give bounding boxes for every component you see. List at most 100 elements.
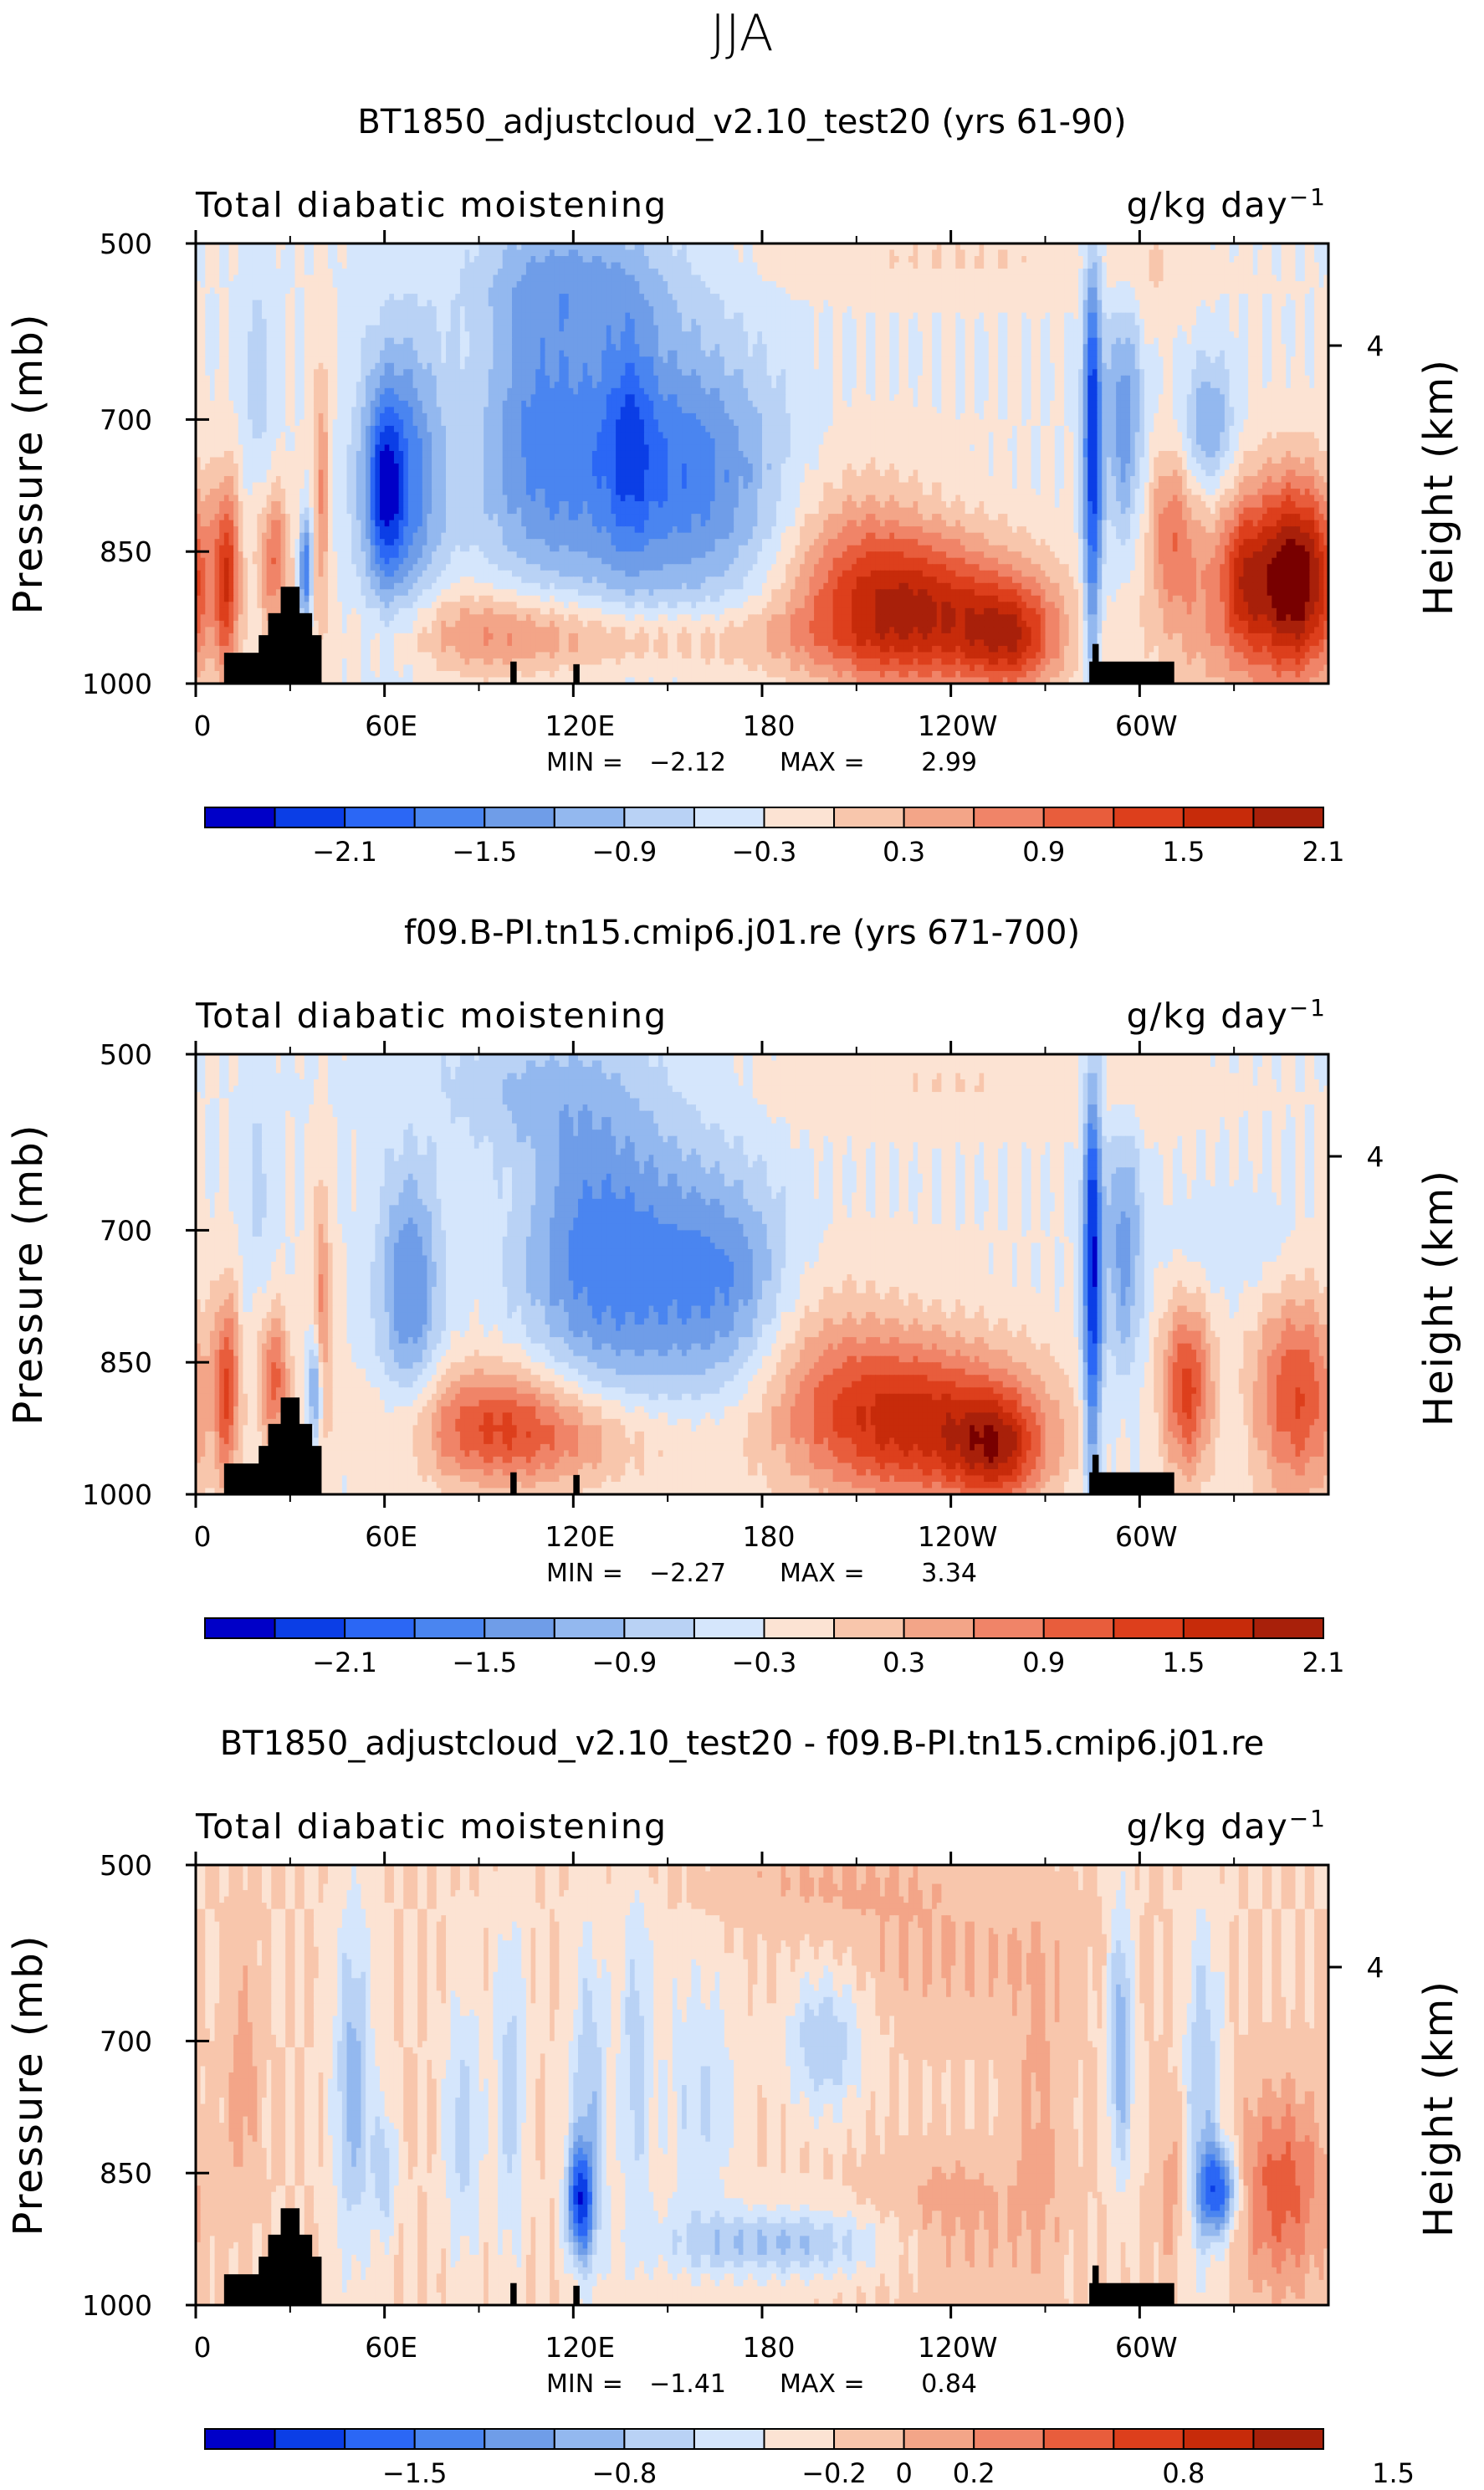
heatmap-cell [507,344,513,351]
heatmap-cell [478,344,484,351]
heatmap-cell [1082,269,1088,276]
heatmap-cell [1134,269,1140,276]
heatmap-cell [209,294,216,301]
heatmap-cell [280,350,286,357]
heatmap-cell [691,274,697,282]
heatmap-cell [568,350,574,357]
heatmap-cell [946,356,952,364]
heatmap-cell [1102,269,1108,276]
heatmap-cell [1059,287,1065,295]
heatmap-cell [814,243,820,251]
heatmap-cell [1186,344,1192,351]
heatmap-cell [228,350,234,357]
heatmap-cell [233,269,239,276]
heatmap-cell [601,356,607,364]
heatmap-cell [1125,287,1131,295]
heatmap-cell [488,300,494,307]
heatmap-cell [1082,344,1088,351]
heatmap-cell [214,337,220,345]
heatmap-cell [1031,356,1036,364]
heatmap-cell [870,262,876,269]
heatmap-cell [205,344,211,351]
heatmap-cell [271,281,277,289]
heatmap-cell [611,306,617,314]
heatmap-cell [1286,337,1292,345]
heatmap-cell [936,319,942,326]
heatmap-cell [464,369,470,377]
heatmap-cell [634,319,640,326]
heatmap-cell [1002,325,1008,332]
heatmap-cell [1102,344,1108,351]
heatmap-cell [275,256,282,264]
heatmap-cell [601,325,607,332]
heatmap-cell [719,369,725,377]
heatmap-cell [696,287,702,295]
heatmap-cell [672,281,678,289]
heatmap-cell [1059,294,1065,301]
heatmap-cell [866,269,872,276]
heatmap-cell [1012,262,1018,269]
heatmap-cell [252,356,258,364]
heatmap-cell [950,331,956,339]
heatmap-cell [672,243,678,251]
heatmap-cell [228,325,234,332]
heatmap-cell [837,300,843,307]
heatmap-cell [880,281,886,289]
heatmap-cell [1210,325,1216,332]
heatmap-cell [1196,262,1202,269]
heatmap-cell [257,306,263,314]
heatmap-cell [1092,294,1098,301]
heatmap-cell [724,319,730,326]
heatmap-cell [1224,249,1231,257]
heatmap-cell [375,356,381,364]
heatmap-cell [611,350,617,357]
heatmap-cell [1021,269,1027,276]
heatmap-cell [1290,300,1297,307]
heatmap-cell [219,306,225,314]
heatmap-cell [261,281,268,289]
heatmap-cell [441,312,447,320]
heatmap-cell [375,369,381,377]
heatmap-cell [795,287,801,295]
heatmap-cell [880,269,886,276]
heatmap-cell [1215,243,1220,251]
heatmap-cell [266,249,272,257]
heatmap-cell [738,249,745,257]
heatmap-cell [1309,344,1315,351]
heatmap-cell [473,350,480,357]
heatmap-cell [294,344,300,351]
heatmap-cell [493,356,499,364]
heatmap-cell [375,337,381,345]
heatmap-cell [1286,281,1292,289]
heatmap-cell [398,337,404,345]
heatmap-cell [1144,249,1150,257]
heatmap-cell [356,294,362,301]
heatmap-cell [304,362,310,370]
heatmap-cell [691,369,697,377]
heatmap-cell [469,337,475,345]
heatmap-cell [252,337,258,345]
heatmap-cell [271,243,277,251]
heatmap-cell [417,281,423,289]
heatmap-cell [318,262,324,269]
heatmap-cell [959,369,966,377]
heatmap-cell [847,287,852,295]
heatmap-cell [1172,269,1179,276]
heatmap-cell [1323,294,1328,301]
heatmap-cell [238,325,244,332]
heatmap-cell [998,274,1004,282]
heatmap-cell [1092,269,1098,276]
heatmap-cell [898,300,904,307]
heatmap-cell [643,294,650,301]
heatmap-cell [380,287,386,295]
heatmap-cell [550,344,555,351]
heatmap-cell [422,256,428,264]
heatmap-cell [521,350,527,357]
heatmap-cell [1290,356,1297,364]
heatmap-cell [714,243,720,251]
heatmap-cell [1031,337,1036,345]
heatmap-cell [554,362,560,370]
heatmap-cell [1097,325,1103,332]
heatmap-cell [427,319,432,326]
heatmap-cell [941,300,947,307]
